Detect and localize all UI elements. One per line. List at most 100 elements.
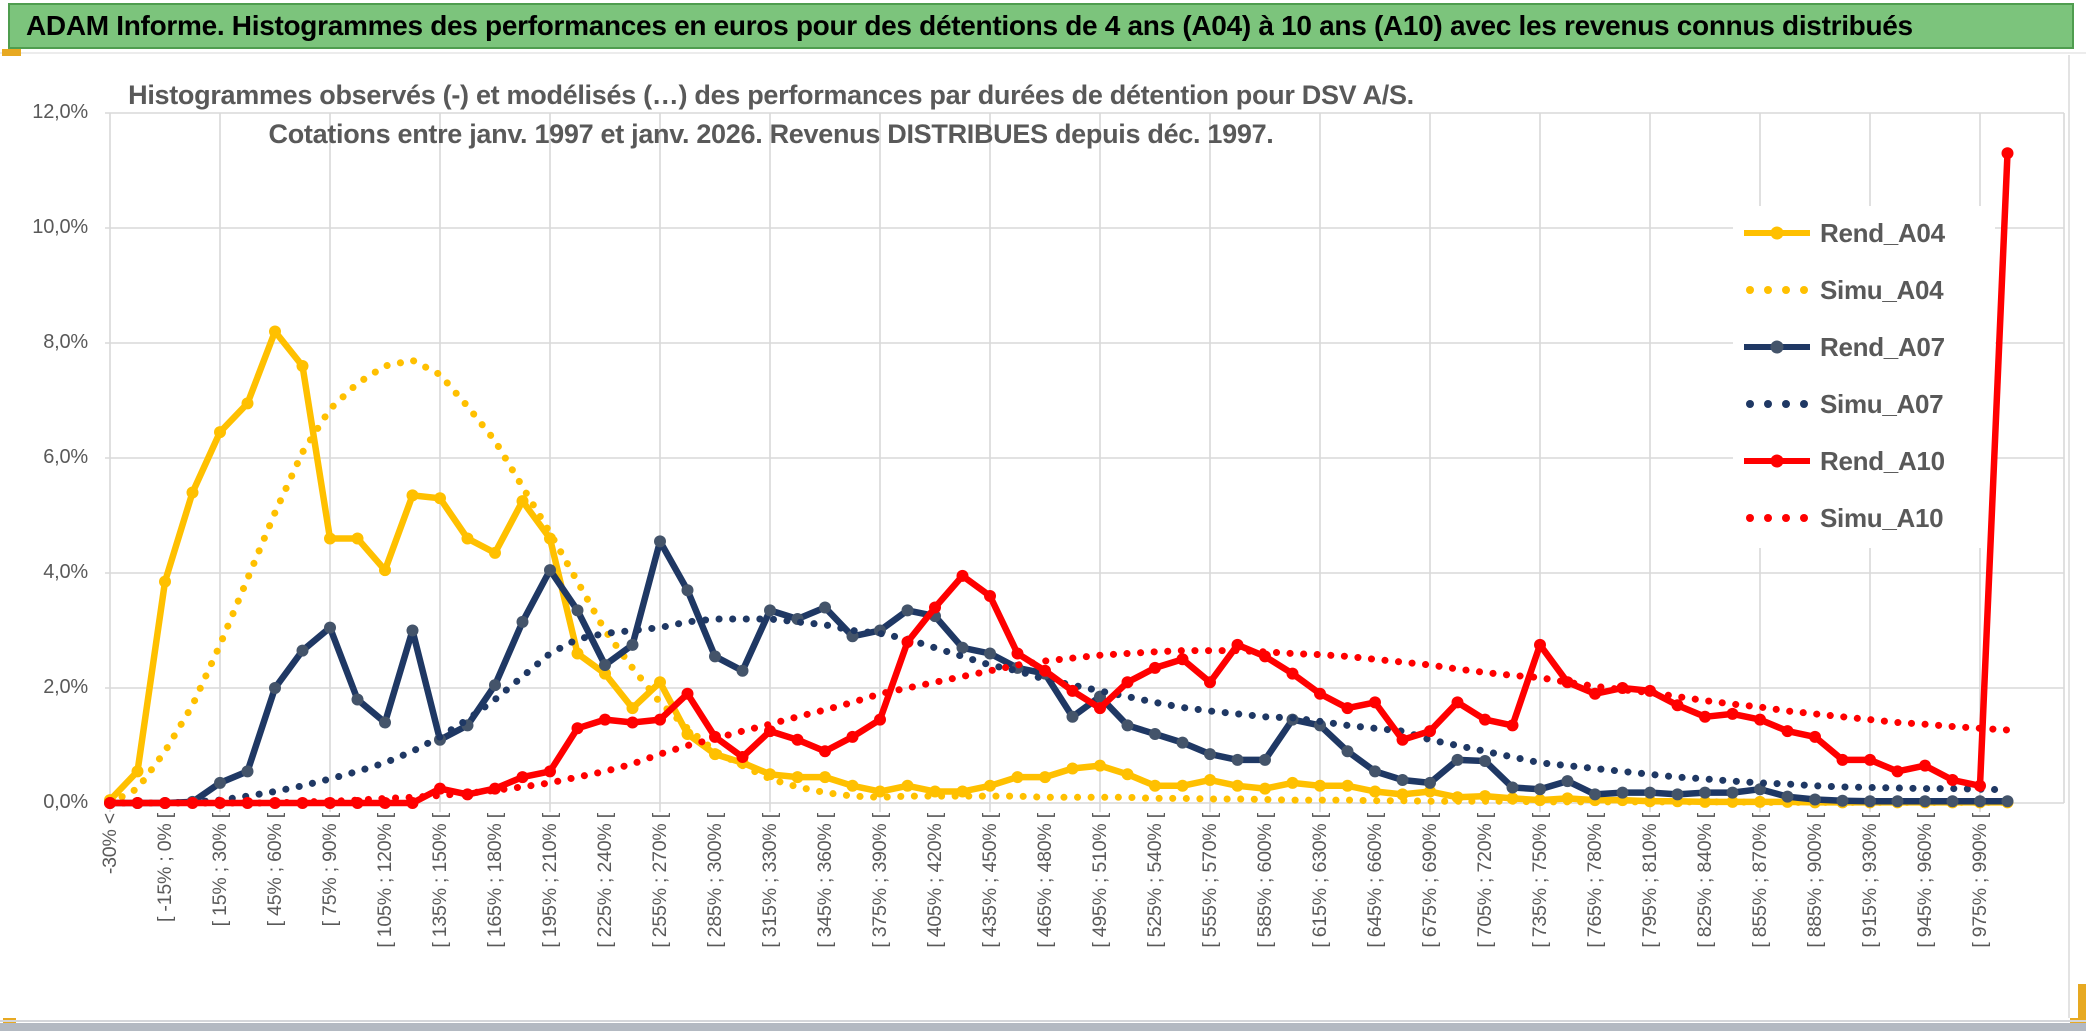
series-marker-Rend_A07 — [2001, 795, 2014, 808]
dotted-line-swatch-icon — [1746, 400, 1808, 408]
series-marker-Rend_A04 — [1424, 785, 1436, 798]
series-marker-Rend_A07 — [1424, 776, 1436, 789]
series-marker-Rend_A10 — [819, 745, 831, 758]
series-marker-Rend_A10 — [901, 636, 914, 648]
series-marker-Rend_A10 — [874, 713, 886, 726]
series-marker-Rend_A07 — [736, 664, 749, 677]
series-marker-Rend_A04 — [681, 728, 694, 740]
x-axis-tick-label: [ 975% ; 990% [ — [1969, 813, 1991, 948]
series-marker-Rend_A04 — [819, 771, 831, 784]
y-axis-tick-label: 4,0% — [43, 561, 88, 583]
series-marker-Rend_A10 — [1176, 653, 1189, 666]
series-line-Rend_A04[interactable] — [106, 328, 2011, 806]
series-marker-Rend_A07 — [1506, 781, 1519, 794]
x-axis-tick-label: [ 495% ; 510% [ — [1089, 813, 1111, 948]
legend-item-Rend_A07[interactable]: Rend_A07 — [1742, 332, 1945, 362]
series-marker-Rend_A04 — [901, 779, 914, 792]
series-marker-Rend_A04 — [1341, 779, 1354, 792]
legend-item-Rend_A04[interactable]: Rend_A04 — [1742, 218, 1945, 248]
x-axis-tick-label: [ 705% ; 720% [ — [1474, 813, 1496, 948]
series-marker-Rend_A07 — [626, 638, 639, 651]
series-marker-Rend_A07 — [1891, 795, 1904, 808]
x-axis-tick-label: [ 525% ; 540% [ — [1144, 813, 1166, 948]
series-marker-Rend_A07 — [296, 644, 309, 657]
series-marker-Rend_A04 — [626, 702, 639, 715]
series-marker-Rend_A07 — [1919, 795, 1931, 808]
series-marker-Rend_A10 — [1726, 707, 1739, 720]
series-marker-Rend_A10 — [2001, 147, 2014, 160]
series-marker-Rend_A07 — [1066, 710, 1079, 723]
series-marker-Rend_A07 — [406, 624, 419, 637]
series-marker-Rend_A04 — [599, 667, 611, 680]
series-line-Simu_A10[interactable] — [106, 647, 2011, 807]
series-marker-Rend_A07 — [1341, 745, 1354, 758]
y-axis-tick-label: 10,0% — [32, 216, 88, 238]
series-marker-Rend_A04 — [874, 785, 886, 798]
dotted-line-swatch-icon — [1746, 286, 1808, 294]
chart-title-line2: Cotations entre janv. 1997 et janv. 2026… — [268, 119, 1274, 149]
series-marker-Rend_A07 — [1204, 748, 1216, 761]
legend-label: Simu_A04 — [1820, 274, 1944, 305]
y-axis-tick-label: 12,0% — [32, 101, 88, 123]
series-marker-Rend_A07 — [1781, 790, 1794, 803]
series-marker-Rend_A10 — [681, 687, 694, 700]
series-marker-Rend_A07 — [1589, 788, 1601, 801]
series-marker-Rend_A04 — [929, 785, 941, 798]
x-axis-tick-label: [ 735% ; 750% [ — [1529, 813, 1551, 948]
series-marker-Rend_A10 — [1396, 733, 1409, 746]
series-marker-Rend_A10 — [1946, 774, 1959, 786]
horizontal-scrollbar[interactable] — [0, 1023, 2086, 1031]
series-line-Simu_A04[interactable] — [106, 356, 2011, 807]
series-marker-Rend_A10 — [654, 713, 666, 726]
series-marker-Rend_A07 — [956, 641, 969, 654]
series-marker-Rend_A07 — [1836, 794, 1849, 807]
legend-item-Rend_A10[interactable]: Rend_A10 — [1742, 446, 1945, 476]
series-marker-Rend_A10 — [1011, 647, 1024, 660]
series-marker-Rend_A07 — [681, 584, 694, 597]
series-marker-Rend_A07 — [1396, 774, 1409, 786]
series-marker-Rend_A07 — [214, 776, 226, 789]
series-marker-Rend_A10 — [1699, 710, 1711, 723]
x-axis-tick-label: [ 825% ; 840% [ — [1694, 813, 1716, 948]
series-line-Rend_A07[interactable] — [106, 538, 2011, 807]
series-marker-Rend_A04 — [1286, 776, 1299, 789]
legend-item-Simu_A07[interactable]: Simu_A07 — [1742, 388, 1944, 419]
series-marker-Rend_A07 — [269, 682, 281, 694]
series-marker-Rend_A10 — [1809, 730, 1821, 743]
series-marker-Rend_A07 — [1149, 728, 1161, 740]
dotted-line-swatch-icon — [1746, 514, 1808, 522]
sheet-title-text: ADAM Informe. Histogrammes des performan… — [26, 10, 1913, 41]
titlebar-shadow — [0, 52, 2086, 54]
series-marker-Rend_A10 — [1561, 676, 1574, 689]
series-marker-Rend_A04 — [1204, 774, 1216, 786]
x-axis-tick-label: [ 225% ; 240% [ — [594, 813, 616, 948]
series-marker-Rend_A04 — [1231, 779, 1244, 792]
series-marker-Rend_A10 — [736, 751, 749, 763]
series-marker-Rend_A04 — [516, 495, 529, 508]
series-marker-Rend_A04 — [1149, 779, 1161, 792]
series-marker-Rend_A10 — [1864, 753, 1876, 766]
series-line-Rend_A10[interactable] — [106, 150, 2011, 807]
series-line-Simu_A07[interactable] — [106, 615, 2011, 807]
legend-item-Simu_A04[interactable]: Simu_A04 — [1742, 274, 1944, 305]
series-marker-Rend_A04 — [131, 765, 144, 778]
series-marker-Rend_A07 — [1451, 753, 1464, 766]
x-axis-tick-label: [ 285% ; 300% [ — [704, 813, 726, 948]
x-axis-tick-label: [ 75% ; 90% [ — [319, 813, 341, 927]
series-marker-Rend_A07 — [1946, 795, 1959, 808]
legend-label: Simu_A07 — [1820, 388, 1944, 419]
series-marker-Rend_A07 — [984, 647, 996, 660]
series-marker-Rend_A10 — [1094, 702, 1106, 715]
legend-item-Simu_A10[interactable]: Simu_A10 — [1742, 503, 1944, 533]
x-axis-tick-label: [ 645% ; 660% [ — [1364, 813, 1386, 948]
series-marker-Rend_A10 — [1424, 725, 1436, 738]
series-marker-Rend_A07 — [1369, 765, 1381, 778]
series-marker-Rend_A10 — [1341, 702, 1354, 715]
series-marker-Rend_A07 — [1644, 786, 1656, 799]
bottom-edge-line — [0, 1020, 2086, 1022]
y-axis-tick-label: 0,0% — [43, 791, 88, 813]
series-marker-Rend_A04 — [241, 397, 254, 410]
series-marker-Rend_A07 — [1479, 755, 1491, 768]
